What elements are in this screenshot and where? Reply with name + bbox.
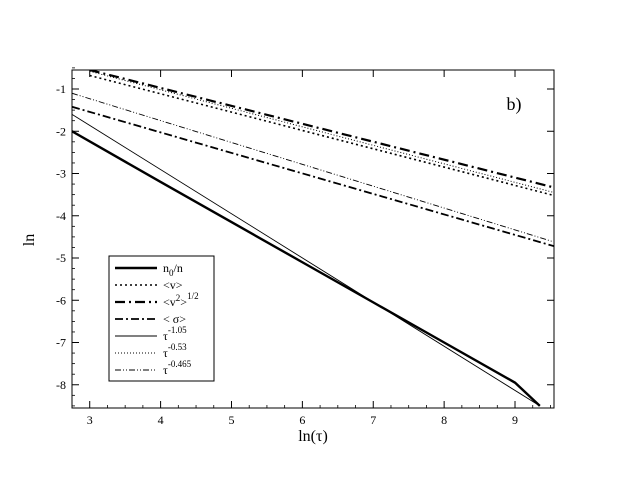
legend-label-2: <v> (163, 278, 183, 292)
series-line-4 (72, 105, 554, 248)
y-tick-label: -4 (56, 209, 66, 223)
legend-label-5: τ-1.05 (163, 325, 187, 343)
y-axis-title: ln (21, 234, 38, 246)
series-line-7 (72, 92, 554, 243)
y-tick-label: -1 (56, 82, 66, 96)
panel-label: b) (507, 94, 522, 115)
plot-area (72, 70, 554, 407)
y-tick-label: -6 (56, 293, 66, 307)
x-tick-label: 7 (370, 413, 376, 427)
x-tick-label: 4 (158, 413, 164, 427)
series-line-2 (89, 74, 554, 197)
series-line-1 (72, 130, 541, 407)
legend-box (108, 255, 215, 382)
y-tick-label: -2 (56, 124, 66, 138)
y-tick-label: -7 (56, 336, 66, 350)
legend-label-1: n0/n (163, 261, 183, 278)
series-line-6 (89, 70, 554, 194)
x-tick-label: 8 (441, 413, 447, 427)
x-axis-title: ln(τ) (298, 428, 328, 445)
series-line-5 (72, 113, 541, 407)
legend-label-6: τ-0.53 (163, 342, 187, 360)
x-tick-label: 6 (299, 413, 305, 427)
x-tick-label: 5 (228, 413, 234, 427)
series-line-3 (89, 70, 554, 189)
legend: n0/n<v><v2>1/2 < σ>τ-1.05τ-0.53τ-0.465 (108, 255, 215, 382)
x-tick-label: 3 (87, 413, 93, 427)
y-axis: -1 -2 -3 -4 -5 -6 -7 -8 (56, 67, 554, 407)
legend-label-7: τ-0.465 (163, 359, 192, 377)
legend-label-4: < σ> (163, 312, 186, 326)
legend-label-3: <v2>1/2 (163, 291, 199, 309)
y-tick-label: -5 (56, 251, 66, 265)
x-tick-label: 9 (512, 413, 518, 427)
plot-frame (71, 69, 555, 409)
x-axis: 3 4 5 6 7 8 9 (71, 70, 551, 427)
y-tick-label: -8 (56, 378, 66, 392)
y-tick-label: -3 (56, 167, 66, 181)
